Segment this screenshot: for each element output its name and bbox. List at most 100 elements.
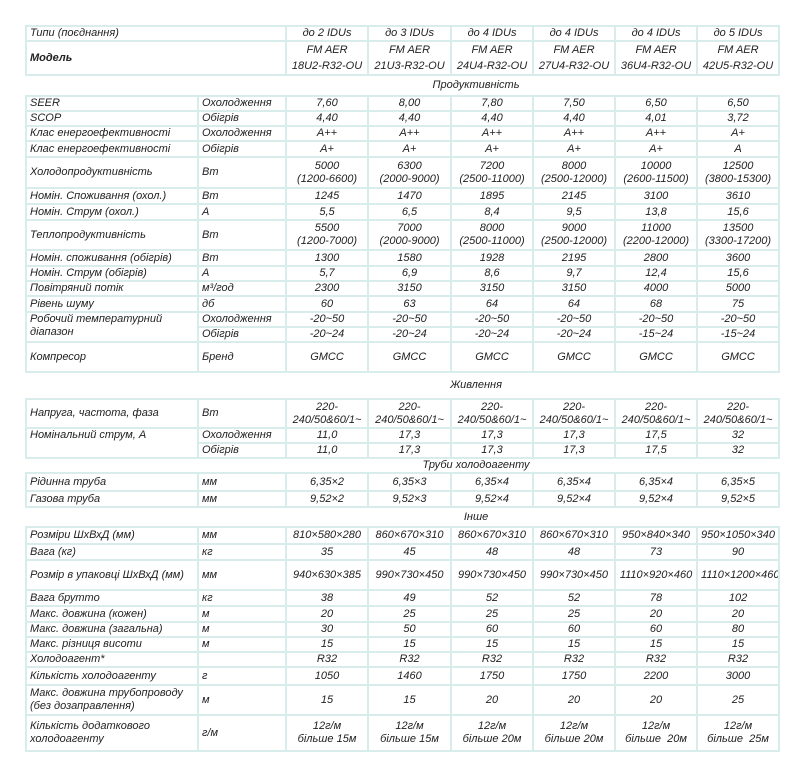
type-cell: до 3 IDUs <box>367 25 453 42</box>
value-cell: 950×840×340 <box>614 526 699 545</box>
section-title: Труби холодоагенту <box>422 459 530 471</box>
table-row: Макс. довжина (кожен) м 20 25 25 25 20 20 <box>25 605 781 623</box>
value-cell: -20~24 <box>532 326 617 343</box>
value-cell: 4,40 <box>532 110 617 127</box>
table-row: Обігрів -20~24 -20~24 -20~24 -20~24 -15~24 -15… <box>26 326 781 343</box>
value-cell: 12г/м більше 15м <box>367 714 453 752</box>
value-cell: A+ <box>696 125 781 142</box>
value-cell: 25 <box>532 605 617 623</box>
row-label: Номін. Струм (обігрів) <box>25 265 199 282</box>
value-cell: R32 <box>532 651 617 668</box>
model-line: 21U3-R32-OU <box>374 60 445 72</box>
value-cell: 17,3 <box>367 442 453 459</box>
row-label: Розмір в упаковці ШхВхД (мм) <box>25 559 199 591</box>
row-unit: Охолодження <box>196 427 288 444</box>
row-unit: мм <box>196 472 288 492</box>
value-cell: -20~24 <box>367 326 453 343</box>
value-cell: -20~24 <box>450 326 535 343</box>
type-cell: до 2 IDUs <box>285 25 370 42</box>
value-cell: GMCC <box>532 341 617 373</box>
value-cell: 13500 (3300-17200) <box>696 219 781 251</box>
table-row: Макс. довжина (загальна) м 30 50 60 60 60 80 <box>25 621 781 638</box>
value-cell: 4,40 <box>367 110 453 127</box>
value-cell: 6,35×4 <box>450 472 535 492</box>
value-cell: 8,00 <box>367 95 453 112</box>
row-label: Номін. Споживання (охол.) <box>25 187 199 205</box>
table-row: Компресор Бренд GMCC GMCC GMCC GMCC GMCC GMCC <box>25 341 781 373</box>
row-unit: мм <box>196 526 288 545</box>
row-unit: Бренд <box>196 341 288 373</box>
value-cell: R32 <box>614 651 699 668</box>
value-cell: 90 <box>696 543 781 561</box>
row-unit: м <box>196 636 288 653</box>
table-row: Номінальний струм, А Охолодження 11,0 17,3 1… <box>25 427 781 459</box>
value-cell: 6,9 <box>367 265 453 282</box>
value-cell: 4000 <box>614 280 699 297</box>
table-row: Робочий температурний діапазон Охолодженн… <box>25 311 781 343</box>
model-cell: FM AER 27U4-R32-OU <box>532 40 617 76</box>
value-cell: 68 <box>614 295 699 313</box>
value-cell: 860×670×310 <box>450 526 535 545</box>
model-line: 27U4-R32-OU <box>538 60 610 72</box>
value-cell: 810×580×280 <box>285 526 370 545</box>
value-cell: 9,52×3 <box>367 490 453 508</box>
value-cell: 15 <box>450 636 535 653</box>
row-unit: Вт <box>196 249 288 267</box>
value-cell: 48 <box>532 543 617 561</box>
table-row: Макс. різниця висоти м 15 15 15 15 15 15 <box>25 636 781 653</box>
row-unit: кг <box>196 589 288 607</box>
value-cell: 73 <box>614 543 699 561</box>
table-row: Розмір в упаковці ШхВхД (мм) мм 940×630×38… <box>25 559 781 591</box>
value-cell: 8000 (2500-12000) <box>532 156 617 189</box>
value-cell: 60 <box>532 621 617 638</box>
row-unit: м³/год <box>196 280 288 297</box>
value-cell: 940×630×385 <box>285 559 370 591</box>
value-cell: 4,40 <box>450 110 535 127</box>
value-cell: 17,3 <box>532 427 617 444</box>
value-cell: 990×730×450 <box>367 559 453 591</box>
row-unit: Охолодження <box>196 125 288 142</box>
value-cell: 20 <box>450 684 535 716</box>
value-cell: GMCC <box>696 341 781 373</box>
value-cell: 78 <box>614 589 699 607</box>
value-cell: 6,35×2 <box>285 472 370 492</box>
row-label: Повітряний потік <box>25 280 199 297</box>
value-cell: 15 <box>614 636 699 653</box>
value-cell: 32 <box>696 442 781 459</box>
value-cell: 50 <box>367 621 453 638</box>
row-unit: м <box>196 621 288 638</box>
row-unit: Вт <box>196 156 288 189</box>
table-row: Клас енергоефективності Обігрів A+ A+ A+ A+ A+… <box>25 140 781 158</box>
row-label: Вага брутто <box>25 589 199 607</box>
value-cell: 12г/м більше 20м <box>532 714 617 752</box>
row-label: Макс. довжина (кожен) <box>25 605 199 623</box>
row-label: Компресор <box>25 341 199 373</box>
table-row: Кількість додаткового холодоагенту г/м 12г… <box>25 714 781 752</box>
value-cell: -15~24 <box>614 326 699 343</box>
value-cell: 5000 <box>696 280 781 297</box>
model-line: FM AER <box>635 44 677 56</box>
value-cell: 2145 <box>532 187 617 205</box>
value-cell: A+ <box>532 140 617 158</box>
value-cell: 2800 <box>614 249 699 267</box>
row-unit: Обігрів <box>196 110 288 127</box>
table-row: Холодоагент* R32 R32 R32 R32 R32 R32 <box>25 651 781 668</box>
value-cell: 9,52×4 <box>614 490 699 508</box>
value-cell: 12г/м більше 15м <box>285 714 370 752</box>
value-cell: 64 <box>450 295 535 313</box>
value-cell: 15 <box>285 636 370 653</box>
value-cell: 860×670×310 <box>532 526 617 545</box>
model-line: FM AER <box>471 44 513 56</box>
value-cell: -20~50 <box>532 311 617 328</box>
model-cell: FM AER 21U3-R32-OU <box>367 40 453 76</box>
value-cell: A++ <box>450 125 535 142</box>
section-header-3: Інше <box>26 507 779 527</box>
value-cell: 7,80 <box>450 95 535 112</box>
value-cell: 1245 <box>285 187 370 205</box>
value-cell: 32 <box>696 427 781 444</box>
row-label: Макс. довжина (загальна) <box>25 621 199 638</box>
table-row: Вага брутто кг 38 49 52 52 78 102 <box>25 589 781 607</box>
value-cell: GMCC <box>450 341 535 373</box>
value-cell: 7,50 <box>532 95 617 112</box>
table-row: Макс. довжина трубопроводу (без дозаправ… <box>25 684 781 716</box>
